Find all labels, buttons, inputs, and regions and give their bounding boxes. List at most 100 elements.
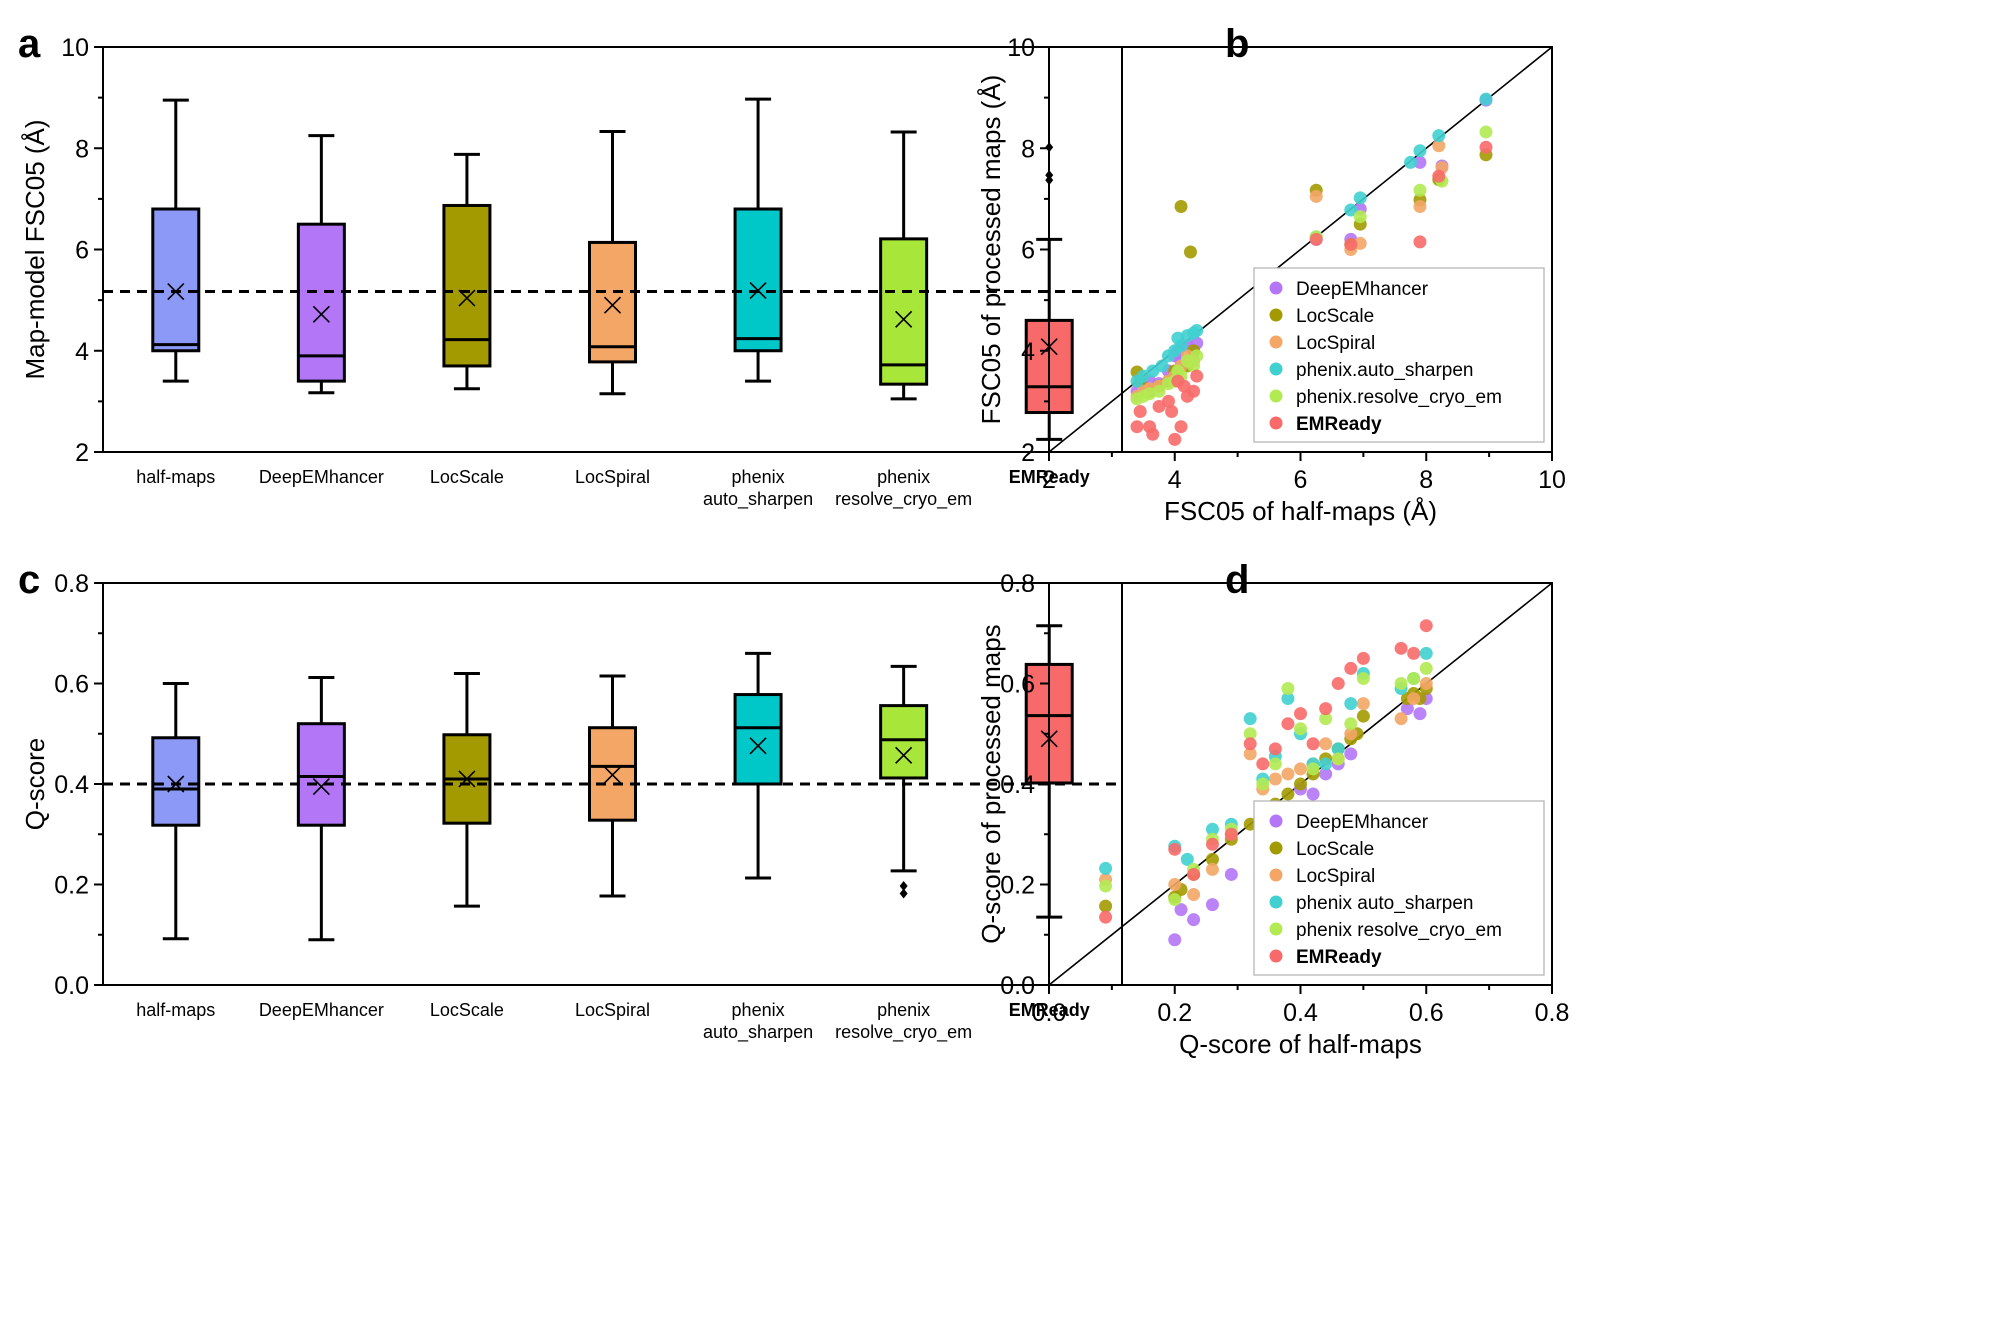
box-c-3 (588, 674, 637, 898)
category-label-a-2: LocScale (430, 467, 504, 487)
y-tick-label-c: 0.8 (54, 570, 89, 598)
data-point (1319, 767, 1333, 781)
legend-label-d-1: LocScale (1296, 839, 1374, 860)
data-point (1356, 709, 1370, 723)
data-point (1168, 842, 1182, 856)
legend-marker-d (1269, 841, 1283, 855)
y-tick-label-b: 4 (1021, 338, 1035, 366)
data-point (1344, 727, 1358, 741)
data-point (1344, 717, 1358, 731)
data-point (1174, 903, 1188, 917)
data-point (1356, 697, 1370, 711)
panel-letter-a: a (18, 22, 41, 66)
legend-d (1253, 800, 1545, 976)
x-tick-label-b: 4 (1168, 466, 1182, 494)
data-point (1309, 232, 1323, 246)
y-tick-label-a: 6 (75, 237, 89, 265)
data-point (1205, 852, 1219, 866)
category-label-c-5: resolve_cryo_em (835, 1022, 972, 1043)
category-label-a-1: DeepEMhancer (259, 467, 384, 487)
y-tick-label-c: 0.2 (54, 872, 89, 900)
box-iqr (151, 207, 201, 353)
x-tick-label-b: 6 (1294, 466, 1308, 494)
data-point (1294, 722, 1307, 736)
legend-marker-b (1269, 308, 1283, 322)
data-point (1432, 129, 1446, 143)
category-label-c-3: LocSpiral (575, 1000, 650, 1020)
panel-letter-b: b (1225, 22, 1249, 66)
box-iqr (879, 704, 929, 780)
data-point (1168, 878, 1182, 891)
data-point (1353, 191, 1367, 205)
category-label-c-0: half-maps (136, 1000, 215, 1020)
data-point (1419, 646, 1433, 660)
y-tick-label-d: 0.6 (1000, 671, 1035, 699)
data-point (1130, 420, 1144, 434)
y-tick-label-a: 2 (75, 439, 89, 467)
data-point (1165, 405, 1179, 418)
y-tick-label-c: 0.4 (54, 771, 89, 799)
data-point (1256, 777, 1270, 791)
box-a-0 (151, 98, 201, 383)
category-label-c-5: phenix (877, 1000, 930, 1020)
x-tick-label-b: 10 (1538, 466, 1566, 494)
category-label-a-6: EMReady (1009, 467, 1090, 487)
data-point (1413, 183, 1427, 197)
data-point (1306, 787, 1320, 801)
y-axis-label-b: FSC05 of processed maps (Å) (976, 75, 1006, 425)
box-a-3 (588, 130, 637, 396)
box-c-1 (296, 675, 346, 942)
legend-b (1253, 267, 1545, 443)
box-iqr (442, 203, 492, 368)
data-point (1407, 646, 1421, 660)
data-point (1152, 384, 1166, 398)
legend-label-d-0: DeepEMhancer (1296, 812, 1429, 833)
data-point (1268, 757, 1282, 771)
legend-label-b-5: EMReady (1296, 414, 1382, 435)
data-point (1413, 199, 1427, 213)
data-point (1413, 155, 1427, 169)
y-tick-label-b: 8 (1021, 135, 1035, 163)
x-tick-label-b: 2 (1042, 466, 1056, 494)
data-point (1146, 427, 1160, 441)
box-iqr (151, 736, 201, 827)
x-tick-label-d: 0.2 (1157, 999, 1192, 1027)
data-point (1243, 747, 1257, 761)
data-point (1309, 189, 1323, 203)
data-point (1187, 384, 1201, 398)
legend-marker-d (1269, 868, 1283, 882)
legend-marker-b (1269, 362, 1283, 376)
legend-marker-b (1269, 416, 1283, 430)
data-point (1419, 677, 1433, 690)
category-label-a-4: phenix (732, 467, 785, 487)
data-point (1479, 140, 1493, 154)
mean-marker (458, 289, 476, 307)
y-tick-label-a: 10 (61, 34, 89, 62)
box-c-2 (442, 671, 492, 908)
data-point (1419, 661, 1433, 675)
legend-marker-d (1269, 922, 1283, 936)
data-point (1419, 619, 1433, 633)
box-a-1 (296, 134, 346, 395)
data-point (1168, 893, 1182, 907)
data-point (1281, 717, 1295, 731)
data-point (1224, 827, 1238, 841)
legend-label-d-3: phenix auto_sharpen (1296, 893, 1473, 914)
data-point (1180, 852, 1194, 866)
x-axis-label-d: Q-score of half-maps (1179, 1029, 1422, 1059)
data-point (1161, 394, 1175, 408)
data-point (1155, 359, 1169, 373)
x-tick-label-b: 8 (1419, 466, 1433, 494)
data-point (1174, 420, 1188, 434)
legend-marker-b (1269, 281, 1283, 295)
legend-marker-d (1269, 949, 1283, 963)
data-point (1174, 339, 1188, 353)
data-point (1281, 787, 1295, 801)
series-b-5 (1130, 140, 1493, 446)
data-point (1243, 737, 1257, 751)
y-axis-label-c: Q-score (20, 738, 50, 830)
box-iqr (588, 240, 637, 364)
data-point (1099, 899, 1113, 913)
legend-label-d-4: phenix resolve_cryo_em (1296, 920, 1502, 941)
